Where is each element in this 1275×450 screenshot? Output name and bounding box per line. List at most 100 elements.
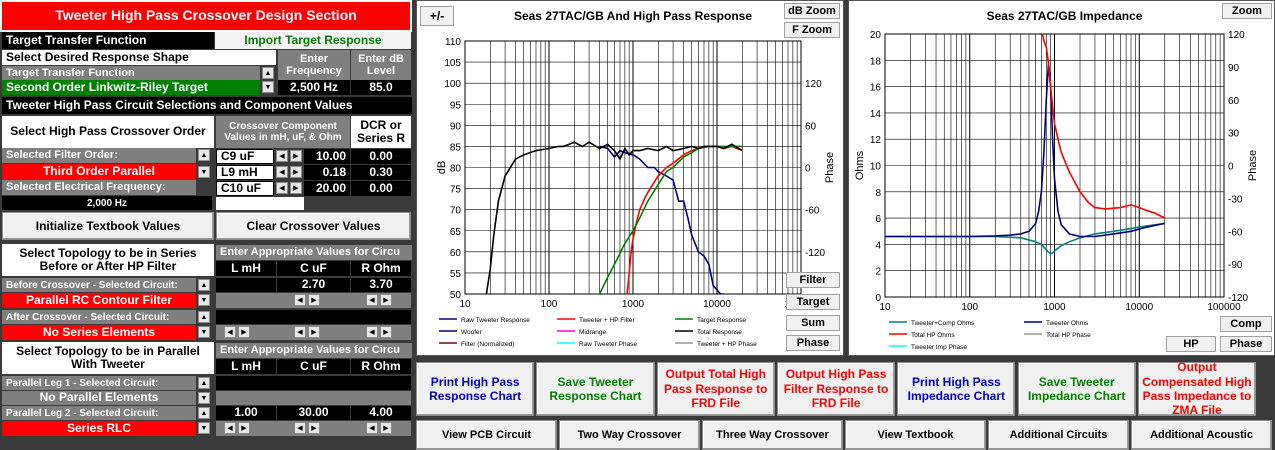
arrow-left-icon[interactable]: ◀ [366,422,378,434]
scroll-down-icon[interactable]: ▼ [198,294,210,306]
nav-button[interactable]: Additional Circuits [988,420,1129,450]
frequency-label: Selected Electrical Frequency: [2,180,196,195]
output-button[interactable]: Save Tweeter Impedance Chart [1017,362,1136,416]
output-button[interactable]: Save Tweeter Response Chart [536,362,655,416]
arrow-right-icon[interactable]: ▶ [380,422,392,434]
nav-button[interactable]: Three Way Crossover [702,420,843,450]
leg1-inputs[interactable] [216,376,411,390]
scroll-up-icon[interactable]: ▲ [198,279,210,291]
arrow-right-icon[interactable]: ▶ [380,326,392,338]
arrow-right-icon[interactable]: ▶ [308,326,320,338]
impedance-phase-button[interactable]: Phase [1220,336,1272,352]
parallel-topology-title: Select Topology to be in Parallel With T… [2,342,214,374]
arrow-left-icon[interactable]: ◀ [276,166,288,178]
arrow-right-icon[interactable]: ▶ [238,422,250,434]
y-tick-label: 20 [870,30,882,41]
arrow-right-icon[interactable]: ▶ [308,294,320,306]
initialize-textbook-button[interactable]: Initialize Textbook Values [2,212,214,240]
filter-order-label: Selected Filter Order: [2,148,196,163]
after-crossover-select[interactable]: No Series Elements [2,325,196,340]
leg2-r-input[interactable]: 4.00 [351,406,411,420]
polarity-button[interactable]: +/- [420,6,454,26]
component-dcr[interactable]: 0.30 [351,165,411,180]
output-button[interactable]: Output High Pass Filter Response to FRD … [776,362,896,416]
scroll-down-icon[interactable]: ▼ [198,326,210,338]
response-chart: 50 55 60 65 70 75 80 85 90 95 100 105 110 -120 -60 0 60 1… [436,9,836,348]
f-zoom-button[interactable]: F Zoom [784,22,840,38]
arrow-right-icon[interactable]: ▶ [238,326,250,338]
y2-tick-label: 90 [1228,63,1240,74]
arrow-left-icon[interactable]: ◀ [276,182,288,194]
output-button[interactable]: Print High Pass Response Chart [416,362,535,416]
dcr-header: DCR or Series R [351,116,411,148]
component-value[interactable]: 10.00 [304,149,350,164]
arrow-left-icon[interactable]: ◀ [294,294,306,306]
filter-order-select[interactable]: Third Order Parallel [2,164,196,180]
y2-axis-label: Phase [824,152,836,183]
frequency-input[interactable]: 2,500 Hz [278,80,350,95]
nav-button[interactable]: View Textbook [845,420,986,450]
spinner-row [216,391,411,405]
output-button[interactable]: Output Compensated High Pass Impedance t… [1137,360,1257,417]
arrow-right-icon[interactable]: ▶ [380,294,392,306]
zoom-button[interactable]: Zoom [1222,3,1272,19]
arrow-right-icon[interactable]: ▶ [290,166,302,178]
arrow-right-icon[interactable]: ▶ [290,150,302,162]
nav-button[interactable]: Two Way Crossover [559,420,700,450]
db-zoom-button[interactable]: dB Zoom [784,3,840,19]
component-value[interactable]: 20.00 [304,181,350,196]
component-dcr[interactable]: 0.00 [351,181,411,196]
target-function-select[interactable]: Second Order Linkwitz-Riley Target [2,80,260,95]
arrow-left-icon[interactable]: ◀ [276,150,288,162]
legend-entry: Midrange [579,329,606,336]
clear-crossover-button[interactable]: Clear Crossover Values [216,212,411,240]
before-r-input[interactable]: 3.70 [351,278,411,292]
hp-button[interactable]: HP [1166,336,1216,352]
scroll-up-icon[interactable]: ▲ [198,407,210,419]
leg2-c-input[interactable]: 30.00 [277,406,350,420]
leg1-select[interactable]: No Parallel Elements [2,391,196,405]
import-target-button[interactable]: Import Target Response [215,32,411,49]
leg2-label: Parallel Leg 2 - Selected Circuit: [2,406,196,420]
leg2-select[interactable]: Series RLC [2,421,196,436]
y-tick-label: 18 [870,56,882,67]
arrow-left-icon[interactable]: ◀ [224,326,236,338]
nav-button[interactable]: View PCB Circuit [416,420,557,450]
target-button[interactable]: Target [786,294,840,310]
before-c-input[interactable]: 2.70 [277,278,350,292]
scroll-up-icon[interactable]: ▲ [198,377,210,389]
series-topology-title: Select Topology to be in Series Before o… [2,244,214,276]
scroll-down-icon[interactable]: ▼ [262,81,274,93]
y-tick-label: 80 [450,164,462,175]
phase-button[interactable]: Phase [786,335,840,351]
before-crossover-select[interactable]: Parallel RC Contour Filter [2,293,196,308]
before-l-input[interactable] [216,278,276,292]
leg2-l-input[interactable]: 1.00 [216,406,276,420]
frequency-select[interactable]: 2,000 Hz [2,196,212,210]
output-button[interactable]: Print High Pass Impedance Chart [897,362,1016,416]
arrow-right-icon[interactable]: ▶ [290,182,302,194]
arrow-left-icon[interactable]: ◀ [366,326,378,338]
component-value[interactable]: 0.18 [304,165,350,180]
sum-button[interactable]: Sum [786,315,840,331]
component-dcr[interactable]: 0.00 [351,149,411,164]
db-level-input[interactable]: 85.0 [351,80,411,95]
arrow-left-icon[interactable]: ◀ [294,326,306,338]
y-tick-label: 0 [875,293,881,304]
nav-button[interactable]: Additional Acoustic [1131,420,1272,450]
scroll-down-icon[interactable]: ▼ [198,392,210,404]
after-inputs[interactable] [216,310,411,324]
output-button[interactable]: Output Total High Pass Response to FRD F… [656,362,775,416]
component-name: L9 mH [216,165,274,180]
arrow-left-icon[interactable]: ◀ [224,422,236,434]
arrow-left-icon[interactable]: ◀ [366,294,378,306]
scroll-down-icon[interactable]: ▼ [198,422,210,434]
arrow-left-icon[interactable]: ◀ [294,422,306,434]
scroll-up-icon[interactable]: ▲ [198,149,210,161]
scroll-up-icon[interactable]: ▲ [262,67,274,79]
comp-button[interactable]: Comp [1220,316,1272,332]
arrow-right-icon[interactable]: ▶ [308,422,320,434]
filter-button[interactable]: Filter [786,272,840,288]
scroll-up-icon[interactable]: ▲ [198,311,210,323]
scroll-down-icon[interactable]: ▼ [198,166,210,178]
